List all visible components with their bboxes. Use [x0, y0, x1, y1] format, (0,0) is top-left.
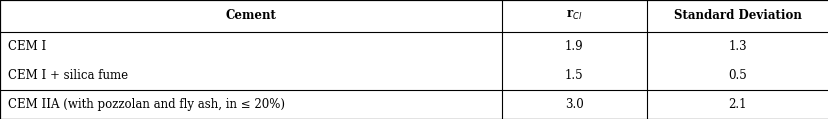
Text: 1.9: 1.9: [564, 40, 583, 53]
Text: Cement: Cement: [225, 9, 276, 22]
Text: 0.5: 0.5: [728, 69, 746, 82]
Text: Standard Deviation: Standard Deviation: [673, 9, 801, 22]
Text: CEM I + silica fume: CEM I + silica fume: [8, 69, 128, 82]
Text: 1.5: 1.5: [564, 69, 583, 82]
Text: CEM IIA (with pozzolan and fly ash, in ≤ 20%): CEM IIA (with pozzolan and fly ash, in ≤…: [8, 98, 285, 111]
Text: CEM I: CEM I: [8, 40, 46, 53]
Text: 3.0: 3.0: [564, 98, 583, 111]
Text: 2.1: 2.1: [728, 98, 746, 111]
Text: 1.3: 1.3: [728, 40, 746, 53]
Text: r$_{Cl}$: r$_{Cl}$: [566, 9, 581, 22]
